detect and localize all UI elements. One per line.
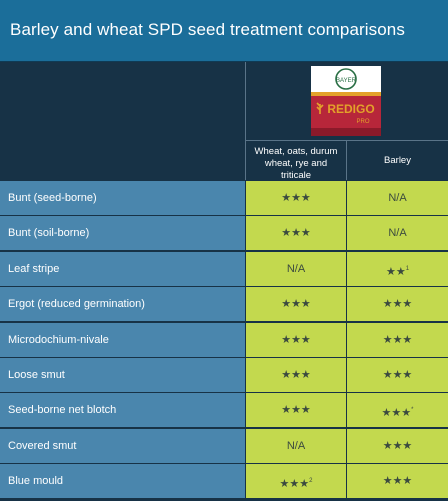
cell-wheat: ★★★: [246, 358, 346, 392]
row-label: Covered smut: [0, 428, 245, 463]
redigo-pro-logo: BAYER REDIGO PRO: [311, 66, 381, 136]
cell-barley: ★★★: [347, 322, 448, 357]
cell-barley: ★★★: [347, 428, 448, 463]
table-row: Loose smut ★★★ ★★★: [0, 358, 448, 393]
cell-barley: N/A: [347, 216, 448, 251]
cell-barley: ★★★: [347, 464, 448, 499]
row-label: Microdochium-nivale: [0, 322, 245, 357]
table-row: Microdochium-nivale ★★★ ★★★: [0, 322, 448, 358]
row-label: Bunt (soil-borne): [0, 216, 245, 251]
column-header-wheat: Wheat, oats, durum wheat, rye and tritic…: [254, 146, 338, 181]
row-label: Loose smut: [0, 358, 245, 392]
page-title: Barley and wheat SPD seed treatment comp…: [10, 20, 405, 39]
cell-wheat: ★★★: [246, 181, 346, 215]
footnote-marker: 2: [309, 478, 313, 485]
row-label: Ergot (reduced germination): [0, 287, 245, 322]
table-row: Seed-borne net blotch ★★★ ★★★*: [0, 393, 448, 429]
footnote-marker: *: [411, 407, 414, 414]
cell-wheat: ★★★: [246, 287, 346, 322]
product-name: REDIGO: [327, 102, 374, 116]
footnote-marker: 1: [405, 265, 410, 272]
cell-barley: ★★★: [347, 287, 448, 322]
table-row: Blue mould ★★★2 ★★★: [0, 464, 448, 500]
brand-text: BAYER: [336, 78, 357, 84]
cell-barley: ★★1: [347, 251, 448, 286]
cell-wheat: N/A: [246, 251, 346, 286]
row-label: Leaf stripe: [0, 251, 245, 286]
cell-wheat: N/A: [246, 428, 346, 463]
table-row: Leaf stripe N/A ★★1: [0, 251, 448, 287]
title-bar: Barley and wheat SPD seed treatment comp…: [0, 0, 448, 62]
column-header-barley: Barley: [384, 155, 411, 166]
cell-wheat: ★★★: [246, 322, 346, 357]
cell-wheat: ★★★: [246, 393, 346, 428]
wheat-icon: [316, 102, 324, 114]
cell-wheat: ★★★2: [246, 464, 346, 499]
table-row: Covered smut N/A ★★★: [0, 428, 448, 464]
table-row: Bunt (seed-borne) ★★★ N/A: [0, 181, 448, 216]
cell-barley: ★★★*: [347, 393, 448, 428]
row-label: Blue mould: [0, 464, 245, 499]
product-suffix: PRO: [356, 119, 369, 125]
table-row: Ergot (reduced germination) ★★★ ★★★: [0, 287, 448, 323]
table-row: Bunt (soil-borne) ★★★ N/A: [0, 216, 448, 252]
cell-barley: N/A: [347, 181, 448, 215]
row-label: Bunt (seed-borne): [0, 181, 245, 215]
cell-wheat: ★★★: [246, 216, 346, 251]
row-label: Seed-borne net blotch: [0, 393, 245, 428]
cell-barley: ★★★: [347, 358, 448, 392]
